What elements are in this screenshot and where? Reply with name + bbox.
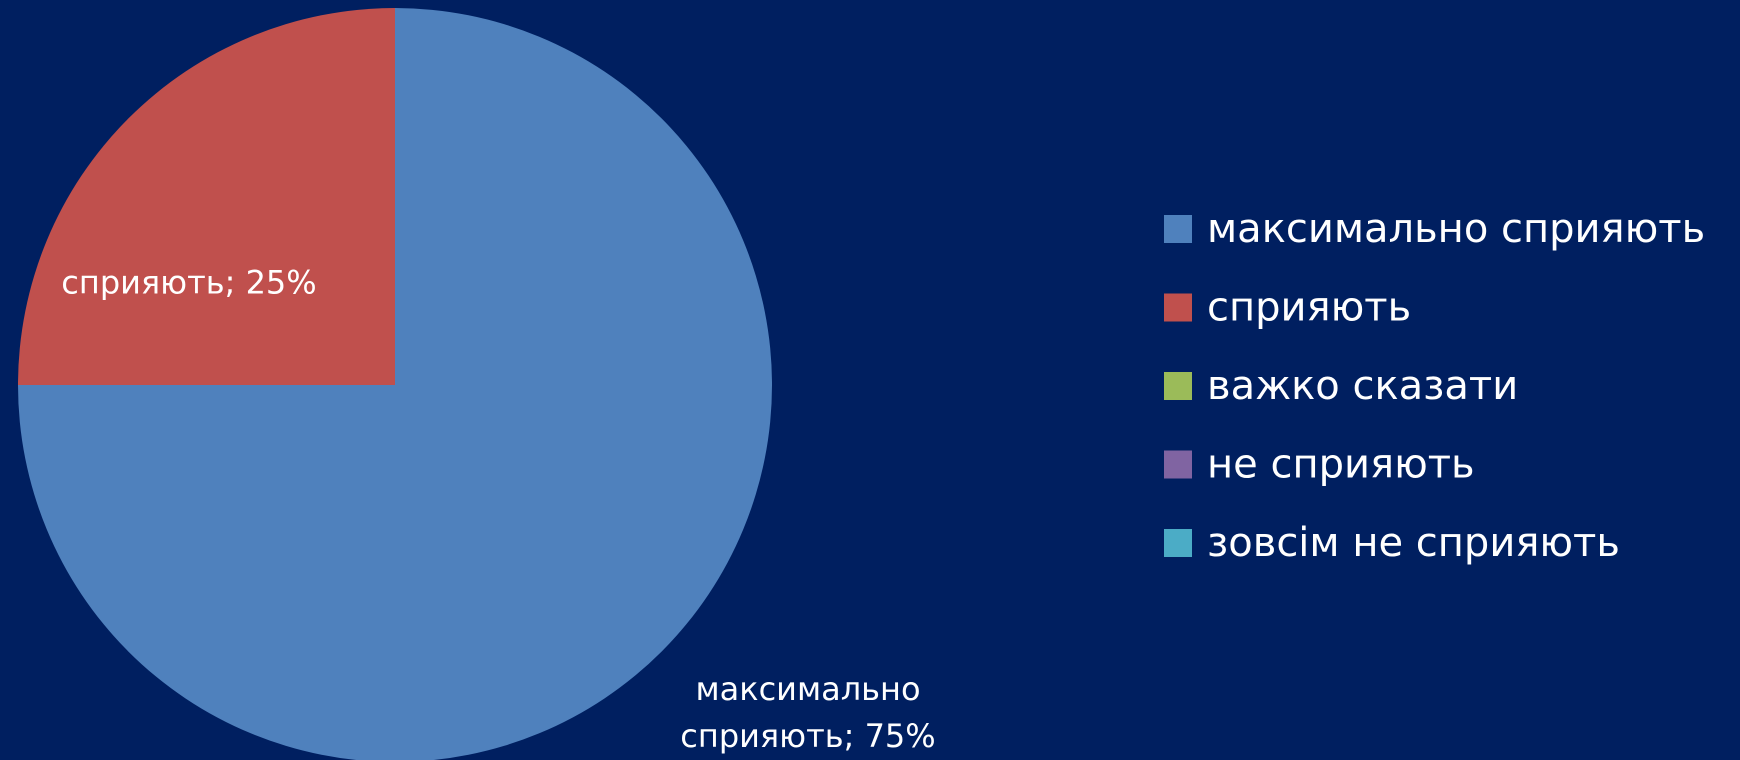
legend-label: максимально сприяють bbox=[1207, 206, 1705, 252]
legend-label: зовсім не сприяють bbox=[1207, 520, 1620, 566]
legend-swatch bbox=[1164, 215, 1192, 243]
legend-swatch bbox=[1164, 450, 1192, 479]
data-label: максимально сприяють; 75% bbox=[680, 670, 936, 755]
legend-label: не сприяють bbox=[1207, 442, 1475, 488]
data-label: сприяють; 25% bbox=[61, 263, 317, 302]
legend-swatch bbox=[1164, 372, 1192, 400]
legend-label: важко сказати bbox=[1207, 363, 1518, 409]
legend-swatch bbox=[1164, 293, 1192, 322]
legend-swatch bbox=[1164, 529, 1192, 557]
pie-slice bbox=[18, 8, 772, 760]
legend: максимально сприяють сприяють важко сказат… bbox=[1164, 206, 1705, 566]
pie-slice bbox=[18, 8, 395, 385]
legend-label: сприяють bbox=[1207, 285, 1411, 331]
